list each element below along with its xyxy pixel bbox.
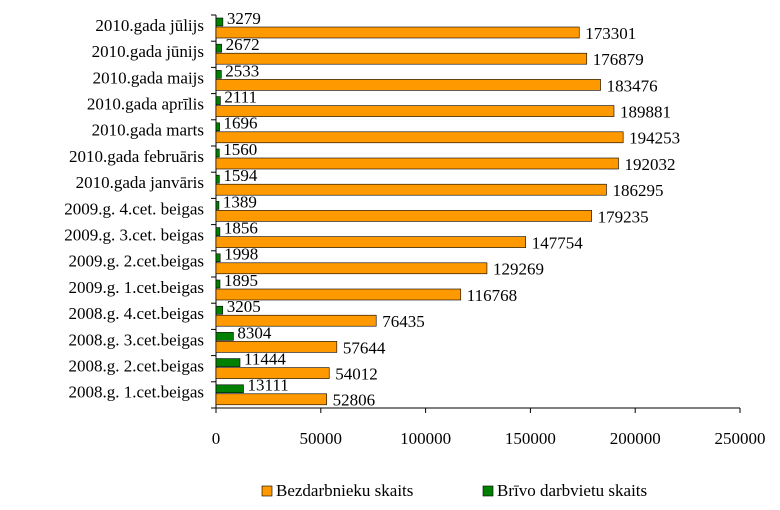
legend-label: Bezdarbnieku skaits	[276, 481, 413, 500]
bar	[215, 227, 221, 236]
y-tick-label: 2010.gada maijs	[93, 68, 204, 87]
x-tick-label: 100000	[400, 429, 451, 448]
y-tick-label: 2010.gada aprīlis	[87, 95, 204, 114]
bar	[215, 341, 338, 353]
data-label: 179235	[598, 207, 649, 226]
data-label: 116768	[467, 286, 517, 305]
y-tick-label: 2009.g. 4.cet. beigas	[64, 199, 204, 218]
data-label: 189881	[620, 103, 671, 122]
data-label: 1895	[224, 271, 258, 290]
legend-label: Brīvo darbvietu skaits	[497, 481, 647, 500]
data-label: 8304	[237, 323, 272, 342]
data-label: 52806	[333, 391, 376, 410]
bar	[215, 26, 580, 39]
data-label: 1389	[223, 192, 257, 211]
legend-swatch	[261, 485, 273, 497]
x-tick-label: 250000	[715, 429, 766, 448]
x-tick-label: 50000	[300, 429, 343, 448]
data-label: 186295	[612, 181, 663, 200]
y-tick-label: 2010.gada janvāris	[76, 173, 204, 192]
bar	[215, 305, 224, 315]
bar	[215, 384, 244, 394]
y-tick-label: 2010.gada jūlijs	[95, 16, 204, 35]
data-label: 3205	[227, 297, 261, 316]
bar	[215, 157, 619, 170]
data-label: 176879	[593, 50, 644, 69]
x-tick-label: 150000	[505, 429, 556, 448]
bar	[215, 279, 221, 289]
data-label: 129269	[493, 260, 544, 279]
data-label: 1696	[224, 114, 258, 133]
bar	[215, 314, 377, 327]
bar	[215, 131, 624, 144]
y-tick-label: 2008.g. 2.cet.beigas	[69, 357, 205, 376]
data-label: 173301	[585, 24, 636, 43]
data-label: 57644	[343, 338, 386, 357]
bar	[215, 96, 221, 105]
data-label: 1594	[223, 166, 257, 185]
bar	[215, 174, 220, 184]
bar	[215, 288, 462, 301]
bar	[215, 148, 220, 158]
bar	[215, 79, 601, 91]
y-tick-label: 2010.gada februāris	[69, 147, 204, 166]
data-label: 183476	[607, 76, 658, 95]
y-tick-label: 2010.gada marts	[92, 121, 204, 140]
bar	[215, 253, 221, 263]
data-label: 11444	[244, 350, 286, 369]
bar	[215, 262, 488, 275]
y-tick-label: 2009.g. 2.cet.beigas	[69, 252, 205, 271]
x-tick-label: 200000	[610, 429, 661, 448]
bar	[215, 183, 607, 196]
bar	[215, 236, 526, 248]
bar	[215, 210, 592, 222]
data-label: 1856	[224, 219, 258, 238]
x-tick-label: 0	[212, 429, 221, 448]
bar	[215, 393, 327, 406]
bar	[215, 122, 220, 132]
bar	[215, 332, 234, 341]
bar	[215, 201, 220, 210]
data-label: 76435	[382, 312, 425, 331]
data-label: 194253	[629, 129, 680, 148]
legend-swatch	[482, 485, 494, 497]
y-tick-label: 2010.gada jūnijs	[92, 42, 204, 61]
data-label: 2533	[225, 61, 259, 80]
data-label: 1998	[224, 245, 258, 264]
y-tick-label: 2008.g. 1.cet.beigas	[69, 383, 205, 402]
data-label: 2672	[226, 35, 260, 54]
bar	[215, 367, 330, 379]
bar	[215, 105, 615, 117]
y-tick-label: 2009.g. 1.cet.beigas	[69, 278, 205, 297]
bar	[215, 43, 222, 53]
bar	[215, 70, 222, 79]
data-label: 147754	[532, 234, 584, 253]
bar	[215, 358, 241, 367]
y-tick-label: 2008.g. 3.cet.beigas	[69, 330, 205, 349]
data-label: 54012	[335, 365, 378, 384]
data-label: 192032	[624, 155, 675, 174]
y-tick-label: 2008.g. 4.cet.beigas	[69, 304, 205, 323]
data-label: 2111	[224, 88, 257, 107]
data-label: 3279	[227, 9, 261, 28]
data-label: 1560	[223, 140, 257, 159]
bar	[215, 17, 224, 27]
y-tick-label: 2009.g. 3.cet. beigas	[64, 226, 204, 245]
bar	[215, 52, 588, 65]
data-label: 13111	[247, 376, 288, 395]
